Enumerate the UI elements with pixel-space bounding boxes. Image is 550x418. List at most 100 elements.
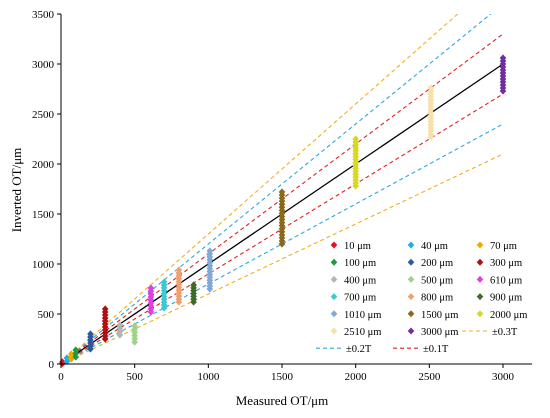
x-tick-label: 2500 <box>418 371 441 383</box>
legend-item: 70 μm <box>476 241 517 252</box>
series-16 <box>499 54 507 95</box>
legend-label: ±0.2T <box>346 344 372 355</box>
series-11 <box>190 281 197 306</box>
data-point <box>352 182 359 190</box>
legend-item: ±0.3T <box>462 327 518 338</box>
legend-item: ±0.2T <box>316 344 372 355</box>
data-point <box>278 240 286 248</box>
y-tick-label: 2000 <box>32 159 55 171</box>
legend-marker <box>407 293 415 301</box>
data-point <box>427 133 435 141</box>
legend-label: 3000 μm <box>421 327 458 338</box>
series-14 <box>352 135 359 190</box>
legend-marker <box>476 310 484 318</box>
x-axis-label: Measured OT/μm <box>236 393 329 408</box>
data-point <box>131 338 138 346</box>
legend-item: 40 μm <box>407 241 448 252</box>
x-tick-label: 1500 <box>271 371 294 383</box>
y-tick-label: 500 <box>38 309 55 321</box>
y-tick-label: 2500 <box>32 109 55 121</box>
legend-marker <box>407 258 415 266</box>
legend-label: 800 μm <box>421 293 453 304</box>
legend-item: 1010 μm <box>330 310 381 321</box>
legend-label: 900 μm <box>490 293 522 304</box>
legend-label: 1500 μm <box>421 310 458 321</box>
legend-label: 1010 μm <box>344 310 381 321</box>
series-3 <box>72 346 80 361</box>
legend-item: 500 μm <box>407 275 453 286</box>
legend-label: 10 μm <box>344 241 371 252</box>
legend-item: 2510 μm <box>330 327 381 338</box>
legend-marker <box>476 258 484 266</box>
series-1 <box>63 354 71 366</box>
y-tick-label: 1000 <box>32 259 55 271</box>
legend-item: 900 μm <box>476 293 522 304</box>
legend-item: 10 μm <box>330 241 371 252</box>
legend-label: 100 μm <box>344 258 376 269</box>
series-6 <box>116 321 124 339</box>
legend-marker <box>407 327 415 335</box>
x-tick-label: 3000 <box>492 371 515 383</box>
data-point <box>116 331 124 339</box>
legend-label: 400 μm <box>344 275 376 286</box>
series-5 <box>101 305 109 343</box>
y-tick-label: 3500 <box>32 9 55 21</box>
x-tick-label: 0 <box>58 371 64 383</box>
legend-label: ±0.3T <box>492 327 518 338</box>
legend-marker <box>476 241 484 249</box>
x-tick-label: 2000 <box>345 371 368 383</box>
series-15 <box>427 84 435 141</box>
legend-marker <box>476 275 484 283</box>
axes <box>57 13 532 368</box>
legend-marker <box>330 327 338 335</box>
legend-label: 70 μm <box>490 241 517 252</box>
legend-label: 700 μm <box>344 293 376 304</box>
legend-label: 610 μm <box>490 275 522 286</box>
legend: 10 μm 40 μm 70 μm 100 μm 200 μm 300 μm 400 μm 5… <box>316 241 527 355</box>
legend-item: 400 μm <box>330 275 376 286</box>
legend-label: 40 μm <box>421 241 448 252</box>
legend-marker <box>330 241 338 249</box>
data-point <box>101 335 109 343</box>
data-point <box>160 304 168 312</box>
legend-marker <box>407 310 415 318</box>
data-point <box>63 357 71 366</box>
legend-marker <box>330 310 338 318</box>
legend-marker <box>407 241 415 249</box>
legend-label: 200 μm <box>421 258 453 269</box>
data-point <box>206 285 214 293</box>
legend-marker <box>330 258 338 266</box>
legend-item: 610 μm <box>476 275 522 286</box>
legend-label: ±0.1T <box>423 344 449 355</box>
series-12 <box>206 247 214 293</box>
data-point <box>147 308 155 316</box>
y-tick-label: 1500 <box>32 209 55 221</box>
data-point <box>190 298 197 306</box>
legend-item: 700 μm <box>330 293 376 304</box>
tick-labels: 0 500 1000 1500 2000 2500 3000 0 500 1000 1500 2000… <box>32 9 515 383</box>
legend-item: ±0.1T <box>393 344 449 355</box>
legend-label: 2510 μm <box>344 327 381 338</box>
data-point <box>87 345 94 353</box>
data-point <box>175 298 183 306</box>
reference-line-1-0 <box>61 153 504 364</box>
legend-label: 500 μm <box>421 275 453 286</box>
legend-marker <box>407 275 415 283</box>
series-7 <box>131 322 138 346</box>
legend-item: 200 μm <box>407 258 453 269</box>
x-tick-label: 500 <box>126 371 143 383</box>
legend-item: 100 μm <box>330 258 376 269</box>
data-markers <box>59 54 507 368</box>
legend-marker <box>476 293 484 301</box>
legend-marker <box>330 275 338 283</box>
series-8 <box>147 284 155 316</box>
x-tick-label: 1000 <box>197 371 220 383</box>
legend-item: 800 μm <box>407 293 453 304</box>
legend-item: 3000 μm <box>407 327 458 338</box>
legend-item: 1500 μm <box>407 310 458 321</box>
legend-label: 2000 μm <box>490 310 527 321</box>
y-axis-label: Inverted OT/μm <box>9 148 24 233</box>
data-point <box>499 87 507 95</box>
reference-line-1-1 <box>61 14 459 364</box>
